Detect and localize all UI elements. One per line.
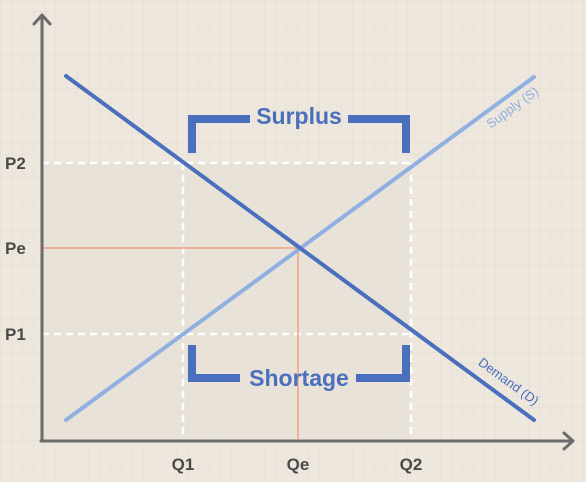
dashed-guides bbox=[42, 161, 413, 439]
x-tick-q1: Q1 bbox=[172, 455, 195, 474]
surplus-label: Surplus bbox=[256, 103, 342, 129]
surplus-bracket-right bbox=[348, 115, 410, 153]
shortage-bracket-left bbox=[188, 345, 240, 382]
shortage-label: Shortage bbox=[249, 365, 349, 391]
shortage-bracket bbox=[188, 345, 410, 382]
shortage-bracket-right bbox=[356, 345, 410, 382]
x-axis-arrow bbox=[562, 431, 575, 451]
surplus-bracket-left bbox=[188, 115, 250, 153]
x-tick-q2: Q2 bbox=[400, 455, 423, 474]
y-tick-p2: P2 bbox=[5, 154, 26, 173]
surplus-bracket bbox=[188, 115, 410, 153]
axes bbox=[32, 13, 575, 451]
y-tick-pe: Pe bbox=[5, 239, 26, 258]
x-tick-qe: Qe bbox=[287, 455, 310, 474]
demand-curve bbox=[64, 74, 536, 422]
y-tick-p1: P1 bbox=[5, 325, 26, 344]
y-axis-arrow bbox=[32, 13, 52, 26]
